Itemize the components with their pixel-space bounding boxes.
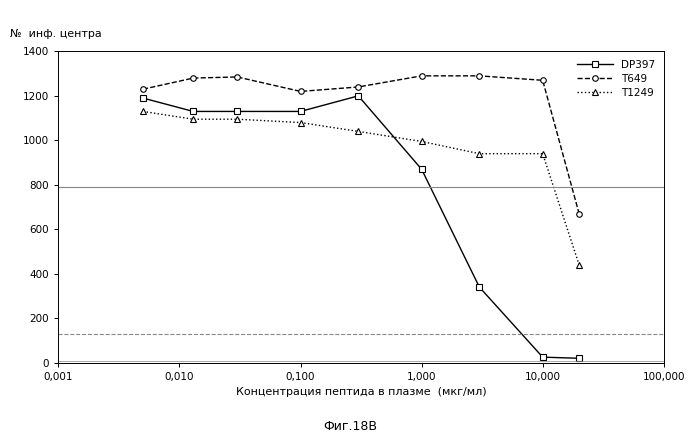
T649 xyxy=(538,78,547,83)
DP397 xyxy=(296,109,304,114)
DP397 xyxy=(538,355,547,360)
DP397 xyxy=(475,285,484,290)
T649 xyxy=(475,73,484,79)
T649 xyxy=(296,89,304,94)
DP397 xyxy=(139,95,147,101)
T1249 xyxy=(189,117,197,122)
X-axis label: Концентрация пептида в плазме  (мкг/мл): Концентрация пептида в плазме (мкг/мл) xyxy=(236,387,486,397)
T649 xyxy=(354,84,363,89)
DP397 xyxy=(575,356,583,361)
Text: №  инф. центра: № инф. центра xyxy=(10,29,101,39)
T649 xyxy=(575,211,583,216)
Line: T1249: T1249 xyxy=(140,108,582,268)
DP397 xyxy=(354,93,363,99)
T1249 xyxy=(475,151,484,156)
T649 xyxy=(139,87,147,92)
T649 xyxy=(189,76,197,81)
Line: DP397: DP397 xyxy=(140,93,582,361)
T649 xyxy=(233,74,242,79)
T1249 xyxy=(354,129,363,134)
T1249 xyxy=(575,262,583,267)
DP397 xyxy=(233,109,242,114)
Legend: DP397, T649, T1249: DP397, T649, T1249 xyxy=(573,56,659,101)
Text: Фиг.18B: Фиг.18B xyxy=(323,420,377,433)
T1249 xyxy=(296,120,304,125)
Line: T649: T649 xyxy=(140,73,582,217)
DP397 xyxy=(417,167,426,172)
T649 xyxy=(417,73,426,79)
T1249 xyxy=(233,117,242,122)
T1249 xyxy=(538,151,547,156)
T1249 xyxy=(417,139,426,144)
DP397 xyxy=(189,109,197,114)
T1249 xyxy=(139,109,147,114)
